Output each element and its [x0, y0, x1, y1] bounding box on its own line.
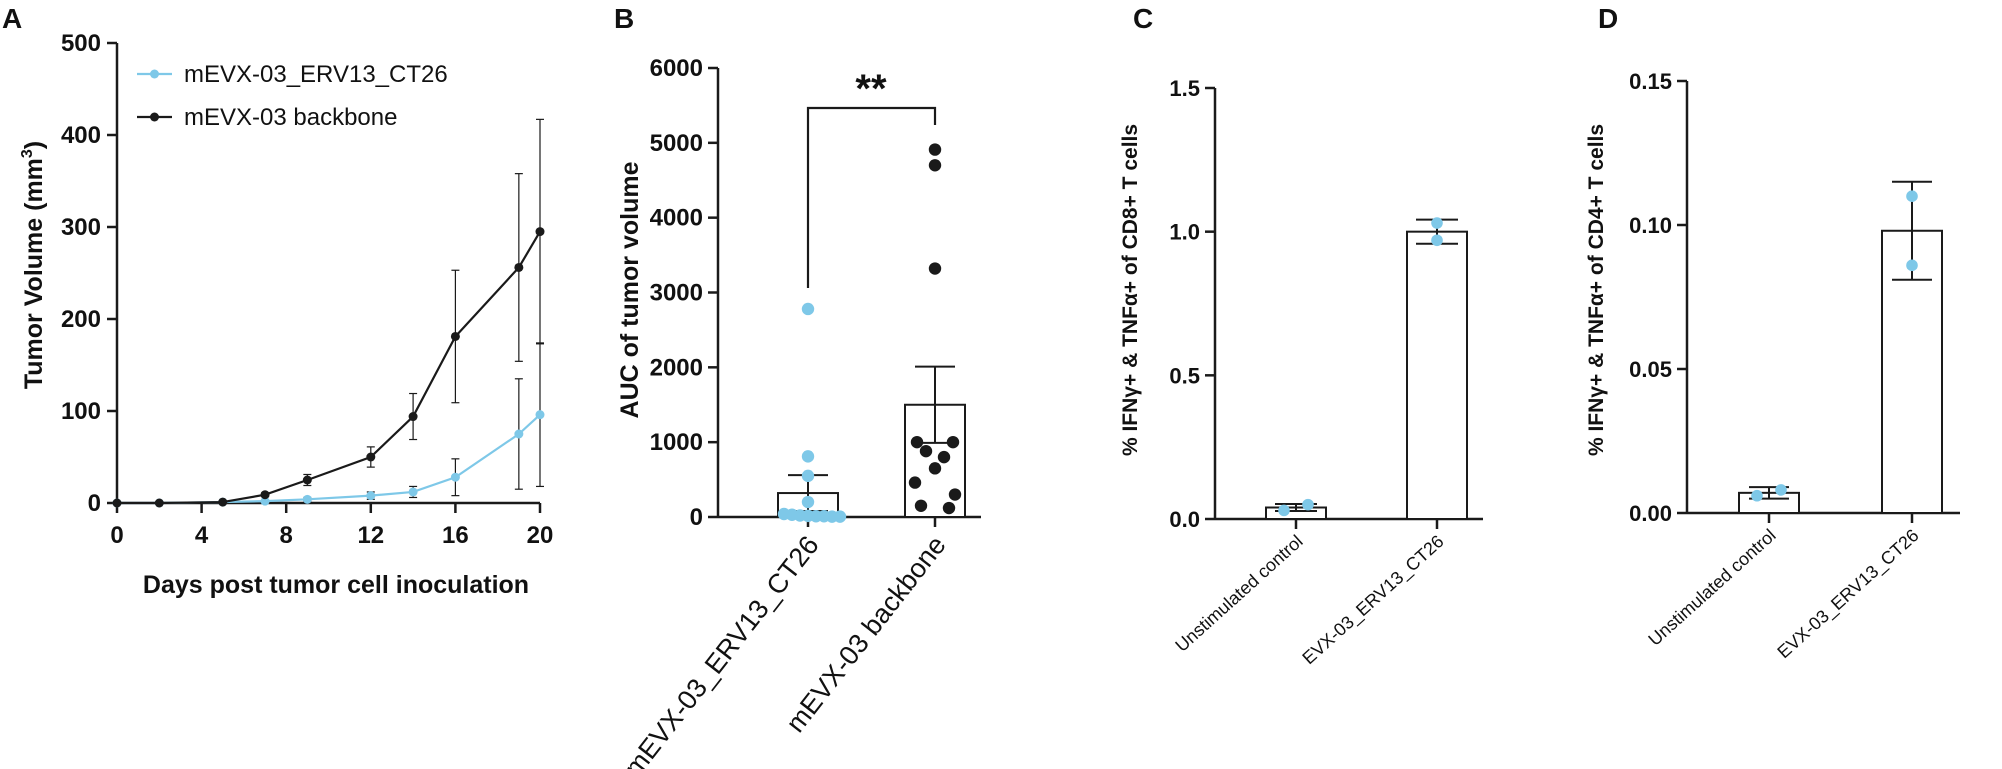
panel-b-bar-2-point	[948, 488, 962, 501]
panel-b-bar-2-point	[910, 435, 924, 449]
panel-c-y-tick-label: 1.5	[1169, 76, 1200, 101]
panel-b-bar-2-point	[914, 499, 928, 512]
panel-a-series-1-point	[302, 494, 312, 504]
panel-a-series-2-point	[260, 490, 270, 500]
panel-c-bar-2	[1406, 230, 1468, 521]
panel-c-bar-1-point	[1278, 504, 1290, 517]
panel-a-x-tick-label: 20	[527, 522, 554, 549]
panel-a-series-1-point	[450, 472, 460, 482]
panel-a-y-tick-label: 400	[61, 122, 101, 149]
panel-d-y-tick-label: 0.00	[1629, 501, 1672, 526]
panel-b-y-tick-label: 1000	[650, 429, 703, 456]
panel-a-x-tick-label: 16	[442, 522, 469, 549]
panel-b-y-tick-label: 5000	[650, 130, 703, 157]
panel-b-bar-2-point	[928, 159, 942, 172]
panel-b-bar-1-point	[801, 495, 815, 509]
panel-b-bar-1-point	[801, 469, 815, 483]
panel-b-significance-bracket	[806, 106, 937, 288]
panel-d-bar-1-point	[1775, 484, 1787, 496]
panel-a-series-2-point	[514, 262, 524, 272]
panel-c-bar-2-point	[1431, 234, 1443, 247]
panel-a-series-2-line	[117, 231, 541, 505]
panel-c-bar-1-point	[1302, 498, 1314, 511]
panel-a-series-2-point	[535, 227, 545, 237]
panel-letter-b: B	[614, 3, 634, 34]
panel-d-bar-chart: D % IFNγ+ & TNFα+ of CD4+ T cells 0.00 0.…	[1585, 3, 1960, 663]
panel-c-y-tick-label: 0.5	[1169, 363, 1200, 388]
panel-b-bar-2-point	[928, 462, 942, 475]
panel-a-x-tick-label: 12	[357, 522, 384, 549]
panel-a-series-1-point	[260, 496, 270, 506]
panel-a-y-axis-title: Tumor Volume (mm3)	[19, 141, 48, 389]
panel-b-bar-chart: B AUC of tumor volume 0 1000 2000 3000 4000 5…	[614, 3, 981, 769]
panel-a-series-2-point	[366, 452, 376, 462]
panel-d-category-label-1: Unstimulated control	[1644, 525, 1779, 650]
panel-a-x-axis-title: Days post tumor cell inoculation	[143, 571, 529, 599]
panel-a-series-1-point	[408, 487, 418, 497]
panel-d-category-label-2: EVX-03_ERV13_CT26	[1773, 525, 1923, 663]
panel-a-series-1-point	[366, 491, 376, 501]
panel-b-bar-2-point	[942, 501, 956, 515]
panel-a-series-1-line	[117, 413, 541, 505]
panel-letter-a: A	[2, 3, 22, 34]
panel-b-bar-1-point	[833, 510, 847, 523]
panel-b-category-label-1: mEVX-03_ERV13_CT26	[618, 530, 824, 769]
panel-b-bar-2-point	[928, 262, 942, 275]
panel-a-y-tick-label: 500	[61, 30, 101, 57]
panel-b-bar-2-point	[928, 143, 942, 156]
panel-b-y-tick-label: 2000	[650, 354, 703, 381]
panel-a-series-2-point	[112, 498, 122, 508]
panel-b-y-axis-title: AUC of tumor volume	[616, 161, 644, 418]
panel-d-bar-2-point	[1906, 190, 1918, 202]
panel-a-series-2-point	[218, 497, 228, 507]
panel-c-category-label-1: Unstimulated control	[1171, 531, 1306, 656]
panel-a-y-tick-label: 300	[61, 214, 101, 241]
panel-d-y-tick-label: 0.10	[1629, 213, 1672, 238]
panel-a-y-tick-label: 0	[88, 490, 101, 517]
panel-c-bar-2-point	[1431, 217, 1443, 229]
panel-letter-d: D	[1598, 3, 1618, 34]
panel-letter-c: C	[1133, 3, 1153, 34]
panel-c-category-label-2: EVX-03_ERV13_CT26	[1298, 531, 1448, 669]
panel-a-x-tick-label: 0	[110, 522, 123, 549]
panel-d-y-axis-title: % IFNγ+ & TNFα+ of CD4+ T cells	[1585, 124, 1608, 456]
panel-b-bar-2-point	[946, 435, 960, 449]
panel-a-line-chart: A Tumor Volume (mm3) Days post tumor cel…	[2, 3, 553, 599]
panel-b-bar-2-point	[937, 450, 951, 464]
panel-a-y-tick-label: 200	[61, 306, 101, 333]
panel-a-x-tick-label: 8	[280, 522, 293, 549]
panel-b-bar-1-point	[801, 302, 815, 316]
panel-b-bar-1-point	[801, 450, 815, 463]
panel-c-y-tick-label: 0.0	[1169, 507, 1200, 532]
panel-a-series-2-point	[302, 475, 312, 485]
panel-a-legend-marker-2	[150, 112, 159, 122]
panel-a-series-1-point	[514, 429, 524, 439]
panel-b-y-tick-label: 4000	[650, 205, 703, 232]
panel-d-bar-1-point	[1751, 489, 1763, 502]
panel-a-x-tick-label: 4	[195, 522, 209, 549]
panel-b-y-tick-label: 0	[690, 504, 703, 531]
panel-a-series-1-point	[535, 410, 545, 420]
panel-a-series-2-point	[408, 412, 418, 422]
panel-d-y-tick-label: 0.15	[1629, 69, 1672, 94]
panel-d-bar-2-point	[1906, 259, 1918, 272]
panel-c-y-axis-title: % IFNγ+ & TNFα+ of CD8+ T cells	[1119, 124, 1142, 456]
panel-d-y-tick-label: 0.05	[1629, 357, 1672, 382]
panel-c-y-tick-label: 1.0	[1169, 220, 1200, 245]
panel-a-y-tick-label: 100	[61, 398, 101, 425]
panel-b-bar-2-point	[908, 476, 922, 489]
panel-a-series-2-point	[450, 331, 460, 341]
panel-b-significance-label: **	[855, 67, 887, 111]
panel-c-bar-chart: C % IFNγ+ & TNFα+ of CD8+ T cells 0.0 0.5…	[1119, 3, 1483, 669]
panel-a-legend-label-2: mEVX-03 backbone	[184, 104, 397, 131]
panel-a-legend-marker-1	[150, 69, 159, 79]
panel-b-y-tick-label: 3000	[650, 280, 703, 307]
panel-a-legend-label-1: mEVX-03_ERV13_CT26	[184, 61, 448, 88]
panel-b-bar-2-point	[919, 444, 933, 458]
panel-b-y-tick-label: 6000	[650, 55, 703, 82]
panel-a-series-2-point	[154, 498, 164, 508]
